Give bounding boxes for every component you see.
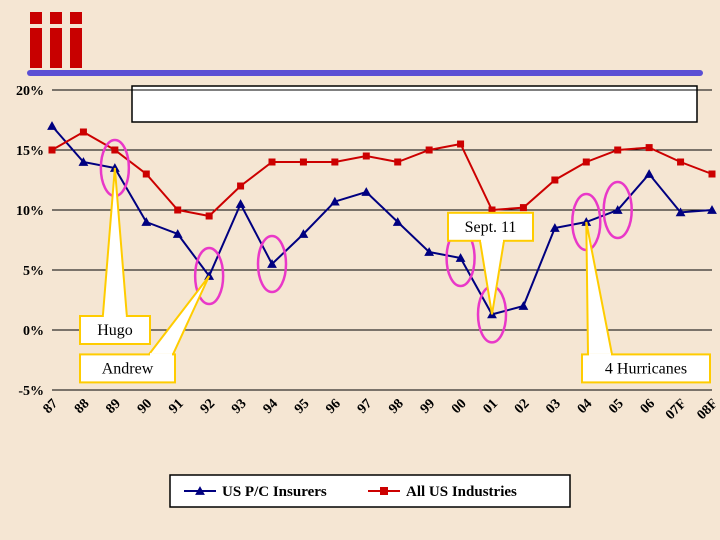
marker-square <box>174 207 181 214</box>
marker-square <box>520 204 527 211</box>
marker-square <box>614 147 621 154</box>
marker-square <box>300 159 307 166</box>
chart-canvas: -5% 0% 5% 10% 15% 20% Hugo Andrew Sept. 11 4 Hurr… <box>0 0 720 540</box>
marker-square <box>143 171 150 178</box>
title-box <box>132 86 697 122</box>
marker-square <box>394 159 401 166</box>
marker-square <box>551 177 558 184</box>
marker-square <box>111 147 118 154</box>
logo <box>30 12 82 68</box>
marker-square <box>80 129 87 136</box>
callout-label: Sept. 11 <box>465 219 517 236</box>
marker-square <box>206 213 213 220</box>
y-tick-label: 0% <box>23 324 44 339</box>
callout-label: 4 Hurricanes <box>605 360 687 377</box>
marker-square <box>331 159 338 166</box>
marker-square <box>363 153 370 160</box>
y-tick-label: 5% <box>23 264 44 279</box>
marker-square <box>677 159 684 166</box>
callout-label: Hugo <box>97 322 133 339</box>
marker-square <box>457 141 464 148</box>
marker-square <box>49 147 56 154</box>
marker-square <box>269 159 276 166</box>
callout-label: Andrew <box>102 360 154 377</box>
y-tick-label: -5% <box>18 384 44 399</box>
legend-label: All US Industries <box>406 484 517 500</box>
y-tick-label: 15% <box>16 144 44 159</box>
slide-root: -5% 0% 5% 10% 15% 20% Hugo Andrew Sept. 11 4 Hurr… <box>0 0 720 540</box>
marker-square <box>709 171 716 178</box>
y-tick-label: 20% <box>16 84 44 99</box>
marker-square <box>426 147 433 154</box>
marker-square <box>583 159 590 166</box>
marker-square <box>646 144 653 151</box>
legend-marker-square <box>380 487 388 495</box>
legend-label: US P/C Insurers <box>222 484 327 500</box>
marker-square <box>237 183 244 190</box>
y-tick-label: 10% <box>16 204 44 219</box>
